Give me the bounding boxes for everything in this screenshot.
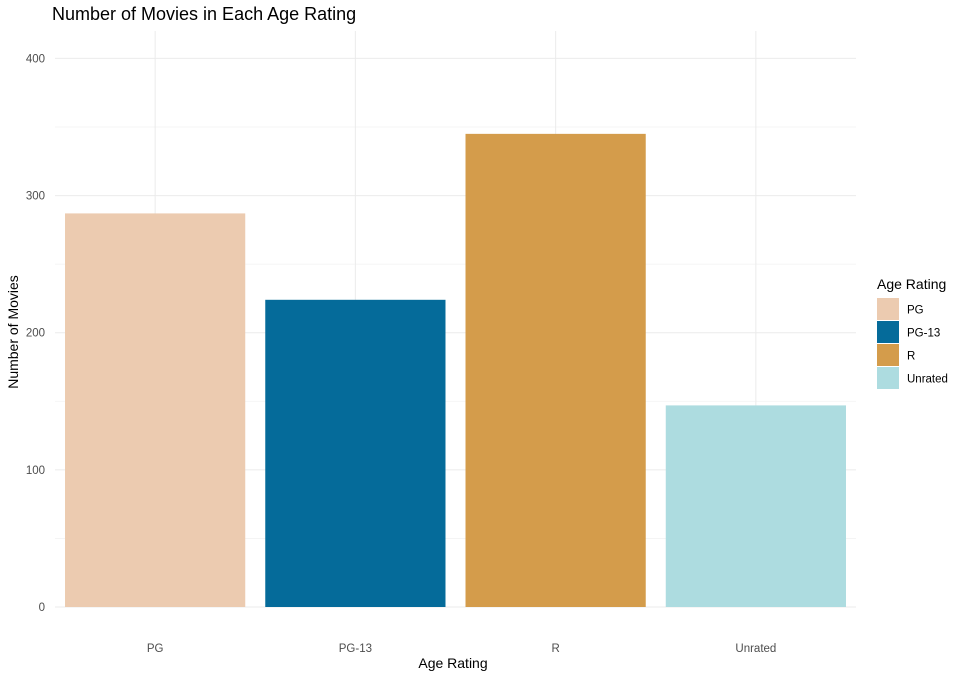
legend-title: Age Rating xyxy=(877,276,946,292)
legend-key-r xyxy=(877,344,899,366)
x-tick-label: R xyxy=(551,643,559,655)
legend-label: R xyxy=(907,351,915,363)
legend-key-pg-13 xyxy=(877,321,899,343)
legend-label: Unrated xyxy=(907,374,948,386)
legend: Age Rating PG PG-13 R Unrated xyxy=(877,276,948,389)
bar-pg xyxy=(65,213,246,607)
legend-label: PG-13 xyxy=(907,328,940,340)
x-tick-label: PG-13 xyxy=(339,643,372,655)
bars xyxy=(65,133,846,607)
x-tick-label: PG xyxy=(147,643,164,655)
x-tick-label: Unrated xyxy=(735,643,776,655)
legend-items: PG PG-13 R Unrated xyxy=(877,298,948,389)
y-tick-label: 200 xyxy=(26,328,45,340)
y-tick-label: 300 xyxy=(26,191,45,203)
tick-labels: 0 100 200 300 400 PG PG-13 R Unrated xyxy=(26,53,777,655)
legend-label: PG xyxy=(907,305,924,317)
bar-unrated xyxy=(665,405,846,607)
y-tick-label: 400 xyxy=(26,53,45,65)
y-tick-label: 0 xyxy=(39,602,45,614)
chart-title: Number of Movies in Each Age Rating xyxy=(52,4,356,24)
x-axis-title: Age Rating xyxy=(418,655,487,671)
y-axis-title: Number of Movies xyxy=(5,275,21,389)
legend-key-unrated xyxy=(877,367,899,389)
bar-pg-13 xyxy=(265,299,446,607)
y-tick-label: 100 xyxy=(26,465,45,477)
legend-key-pg xyxy=(877,298,899,320)
bar-r xyxy=(465,133,646,607)
